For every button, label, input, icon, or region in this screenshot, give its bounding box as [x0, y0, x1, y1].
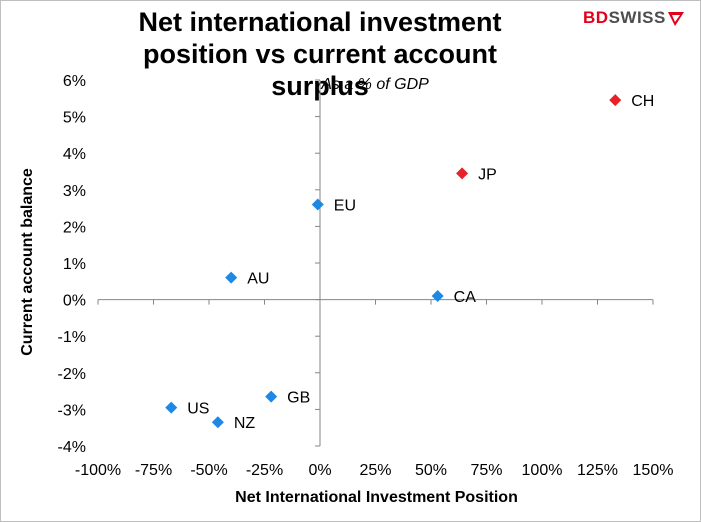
point-label-eu: EU [334, 197, 356, 214]
x-tick-label: 25% [359, 462, 391, 479]
y-tick-label: -4% [58, 439, 86, 456]
x-tick-label: 0% [308, 462, 331, 479]
x-tick-label: 125% [577, 462, 618, 479]
scatter-point-nz [211, 416, 224, 429]
y-tick-label: 5% [63, 110, 86, 127]
scatter-point-eu [311, 198, 324, 211]
point-label-au: AU [247, 271, 269, 288]
x-tick-label: 75% [470, 462, 502, 479]
chart-title-line2: position vs current account surplus [142, 39, 498, 101]
scatter-point-ca [431, 289, 444, 302]
scatter-point-au [225, 271, 238, 284]
y-tick-label: 6% [63, 73, 86, 90]
y-tick-label: 2% [63, 219, 86, 236]
logo-text-swiss: SWISS [608, 8, 666, 27]
x-tick-label: -100% [75, 462, 121, 479]
x-axis-label: Net International Investment Position [235, 489, 518, 506]
scatter-point-gb [265, 390, 278, 403]
x-tick-label: -50% [190, 462, 227, 479]
point-label-us: US [187, 401, 209, 418]
x-tick-label: 150% [633, 462, 674, 479]
point-label-jp: JP [478, 166, 497, 183]
x-tick-label: 100% [522, 462, 563, 479]
y-tick-label: 3% [63, 183, 86, 200]
y-tick-label: -3% [58, 402, 86, 419]
scatter-point-jp [456, 167, 469, 180]
point-label-gb: GB [287, 390, 310, 407]
chart-subtitle: As a % of GDP [321, 76, 429, 93]
x-tick-label: -75% [135, 462, 172, 479]
scatter-point-us [165, 401, 178, 414]
y-tick-label: 0% [63, 293, 86, 310]
y-tick-label: -1% [58, 329, 86, 346]
x-tick-label: 50% [415, 462, 447, 479]
point-label-ca: CA [454, 289, 477, 306]
y-tick-label: 4% [63, 146, 86, 163]
y-axis-label-text: Current account balance [19, 168, 36, 356]
chart-title-line1: Net international investment [138, 7, 502, 37]
point-label-ch: CH [631, 93, 654, 110]
logo-text-bd: BD [583, 8, 609, 27]
y-tick-label: 1% [63, 256, 86, 273]
x-tick-label: -25% [246, 462, 283, 479]
logo-arrow-icon [667, 12, 684, 26]
chart-title: Net international investment position vs… [105, 6, 535, 102]
y-tick-label: -2% [58, 366, 86, 383]
scatter-point-ch [609, 94, 622, 107]
bdswiss-logo: BD SWISS [583, 8, 684, 28]
point-label-nz: NZ [234, 415, 256, 432]
